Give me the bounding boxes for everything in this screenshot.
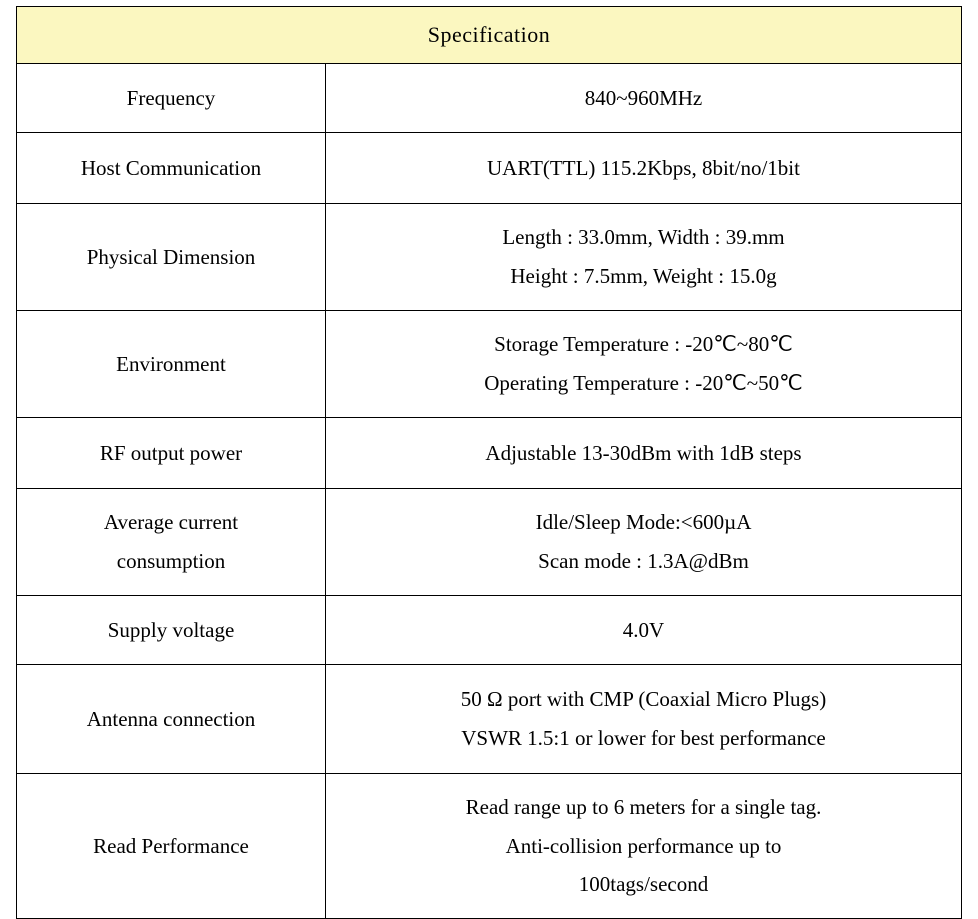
specification-table: Specification Frequency 840~960MHz Host … xyxy=(16,6,962,919)
value-line: VSWR 1.5:1 or lower for best performance xyxy=(461,726,825,750)
spec-label-antenna: Antenna connection xyxy=(17,665,326,774)
spec-value-voltage: 4.0V xyxy=(326,596,962,665)
spec-value-environment: Storage Temperature : -20℃~80℃ Operating… xyxy=(326,311,962,418)
table-row: RF output power Adjustable 13-30dBm with… xyxy=(17,418,962,489)
spec-value-frequency: 840~960MHz xyxy=(326,64,962,133)
table-row: Antenna connection 50 Ω port with CMP (C… xyxy=(17,665,962,774)
value-line: Height : 7.5mm, Weight : 15.0g xyxy=(510,264,776,288)
table-row: Frequency 840~960MHz xyxy=(17,64,962,133)
table-row: Average current consumption Idle/Sleep M… xyxy=(17,489,962,596)
label-line: consumption xyxy=(117,549,226,573)
spec-label-rf-power: RF output power xyxy=(17,418,326,489)
spec-value-read-perf: Read range up to 6 meters for a single t… xyxy=(326,774,962,919)
spec-label-current: Average current consumption xyxy=(17,489,326,596)
spec-label-dimension: Physical Dimension xyxy=(17,204,326,311)
table-row: Read Performance Read range up to 6 mete… xyxy=(17,774,962,919)
table-row: Environment Storage Temperature : -20℃~8… xyxy=(17,311,962,418)
value-line: 100tags/second xyxy=(579,872,708,896)
value-line: 50 Ω port with CMP (Coaxial Micro Plugs) xyxy=(461,687,826,711)
label-line: Average current xyxy=(104,510,238,534)
value-line: Storage Temperature : -20℃~80℃ xyxy=(494,332,793,356)
value-line: Idle/Sleep Mode:<600µA xyxy=(536,510,752,534)
spec-label-host-comm: Host Communication xyxy=(17,133,326,204)
spec-label-environment: Environment xyxy=(17,311,326,418)
spec-value-antenna: 50 Ω port with CMP (Coaxial Micro Plugs)… xyxy=(326,665,962,774)
spec-value-dimension: Length : 33.0mm, Width : 39.mm Height : … xyxy=(326,204,962,311)
table-row: Physical Dimension Length : 33.0mm, Widt… xyxy=(17,204,962,311)
table-header: Specification xyxy=(17,7,962,64)
value-line: Length : 33.0mm, Width : 39.mm xyxy=(502,225,784,249)
spec-label-read-perf: Read Performance xyxy=(17,774,326,919)
value-line: Read range up to 6 meters for a single t… xyxy=(466,795,822,819)
spec-label-voltage: Supply voltage xyxy=(17,596,326,665)
value-line: Anti-collision performance up to xyxy=(506,834,782,858)
value-line: Operating Temperature : -20℃~50℃ xyxy=(484,371,803,395)
spec-value-rf-power: Adjustable 13-30dBm with 1dB steps xyxy=(326,418,962,489)
table-row: Supply voltage 4.0V xyxy=(17,596,962,665)
spec-value-current: Idle/Sleep Mode:<600µA Scan mode : 1.3A@… xyxy=(326,489,962,596)
value-line: Scan mode : 1.3A@dBm xyxy=(538,549,749,573)
table-row: Host Communication UART(TTL) 115.2Kbps, … xyxy=(17,133,962,204)
spec-label-frequency: Frequency xyxy=(17,64,326,133)
spec-value-host-comm: UART(TTL) 115.2Kbps, 8bit/no/1bit xyxy=(326,133,962,204)
